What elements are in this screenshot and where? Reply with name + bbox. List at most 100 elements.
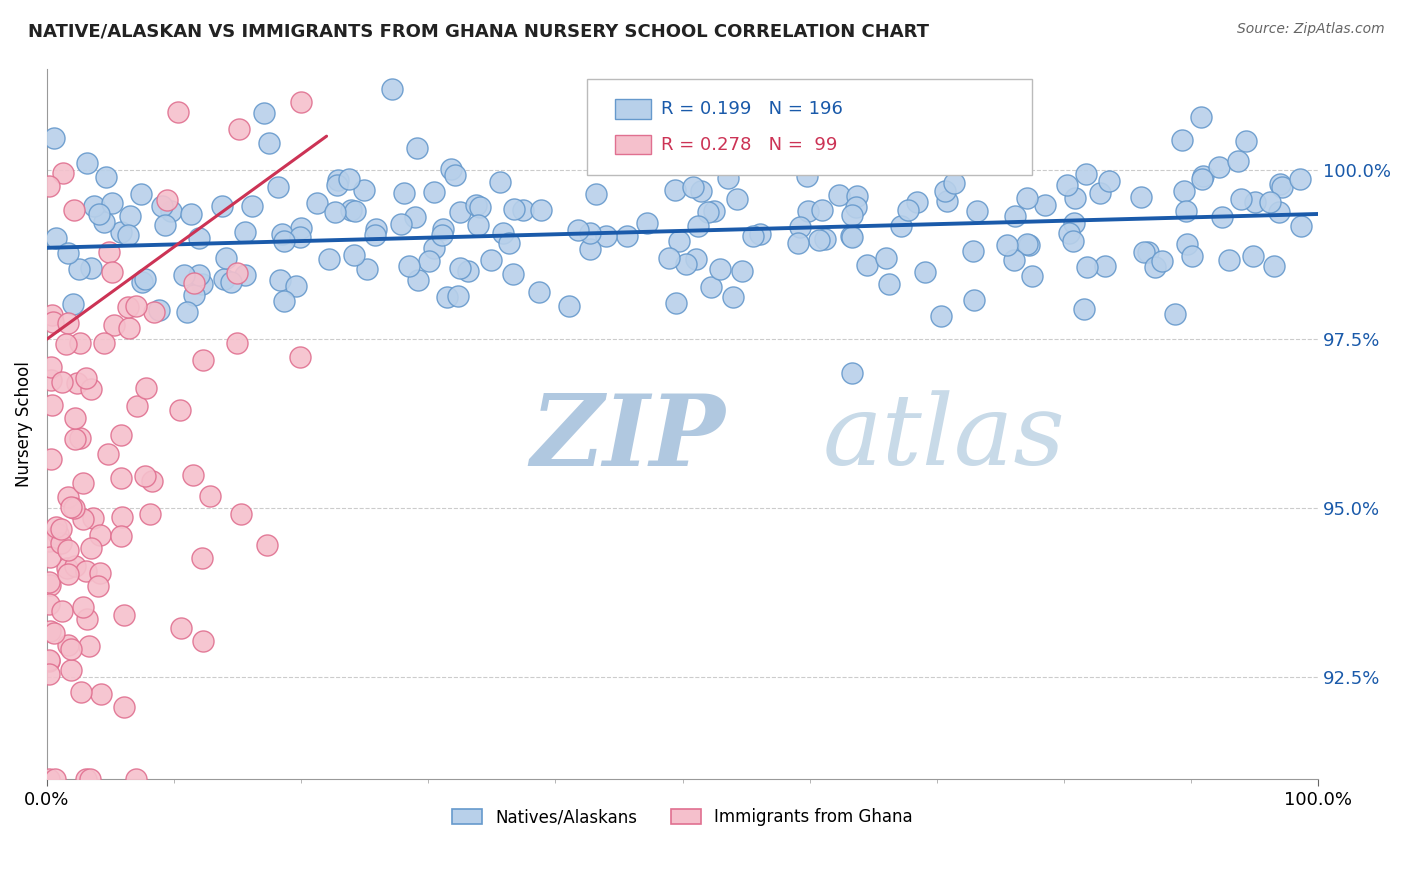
Point xyxy=(1226,154,1249,169)
Point xyxy=(253,106,276,120)
Point xyxy=(1073,301,1095,316)
Point xyxy=(432,222,454,236)
Point xyxy=(1189,110,1212,124)
Point xyxy=(934,185,956,199)
Point xyxy=(39,374,62,388)
Point xyxy=(1057,226,1080,240)
Point xyxy=(110,225,132,239)
Point xyxy=(59,642,82,657)
Point xyxy=(63,500,86,515)
Point xyxy=(470,200,492,214)
Point xyxy=(814,232,837,246)
Point xyxy=(1090,186,1112,200)
Point xyxy=(841,366,863,380)
Point xyxy=(131,275,153,289)
Point xyxy=(150,199,173,213)
Point xyxy=(1173,184,1195,198)
Point xyxy=(1017,237,1039,252)
Point xyxy=(191,550,214,565)
Point xyxy=(226,266,249,280)
Point xyxy=(76,612,98,626)
Point xyxy=(305,196,328,211)
Point xyxy=(1192,169,1215,184)
Point xyxy=(101,265,124,279)
Point xyxy=(929,310,952,324)
Point xyxy=(810,203,832,218)
Point xyxy=(326,173,349,187)
Point xyxy=(1076,260,1098,274)
Point xyxy=(1208,160,1230,174)
Point xyxy=(686,219,709,233)
Point xyxy=(191,633,214,648)
Point xyxy=(233,225,256,239)
Point xyxy=(148,303,170,318)
Point xyxy=(183,276,205,290)
Point xyxy=(180,207,202,221)
Point xyxy=(443,168,465,182)
Point xyxy=(808,233,831,247)
Point xyxy=(1133,245,1156,260)
Point xyxy=(49,522,72,536)
Point xyxy=(63,410,86,425)
Point xyxy=(697,205,720,219)
Point xyxy=(87,579,110,593)
Point xyxy=(1094,259,1116,273)
Point xyxy=(125,299,148,313)
Point xyxy=(166,105,188,120)
Point xyxy=(101,196,124,211)
Point xyxy=(1164,307,1187,321)
Point xyxy=(1241,249,1264,263)
Point xyxy=(125,772,148,786)
FancyBboxPatch shape xyxy=(588,79,1032,175)
Point xyxy=(79,260,101,275)
Point xyxy=(685,252,707,266)
Point xyxy=(38,574,60,589)
Point xyxy=(139,508,162,522)
Point xyxy=(567,223,589,237)
Point xyxy=(512,203,534,218)
Point xyxy=(72,600,94,615)
Point xyxy=(42,131,65,145)
Point xyxy=(38,667,60,681)
Point xyxy=(905,195,928,210)
Point xyxy=(1244,194,1267,209)
Point xyxy=(1015,191,1038,205)
Point xyxy=(682,180,704,194)
Point xyxy=(110,427,132,442)
Point xyxy=(63,432,86,446)
Point xyxy=(503,202,526,217)
Point xyxy=(41,309,63,323)
Point xyxy=(1211,210,1233,224)
Point xyxy=(423,241,446,255)
Point xyxy=(721,290,744,304)
Point xyxy=(219,275,242,289)
Point xyxy=(45,520,67,534)
Point xyxy=(89,527,111,541)
Point xyxy=(69,336,91,351)
Point xyxy=(1263,259,1285,273)
Point xyxy=(273,293,295,308)
Point xyxy=(290,95,312,110)
Point xyxy=(1170,133,1192,147)
Point xyxy=(75,772,97,786)
Point xyxy=(39,578,62,592)
Point xyxy=(1098,174,1121,188)
Point xyxy=(1177,237,1199,252)
Point xyxy=(118,209,141,223)
Point xyxy=(942,177,965,191)
FancyBboxPatch shape xyxy=(616,99,651,119)
Point xyxy=(56,639,79,653)
Point xyxy=(90,687,112,701)
Point xyxy=(449,260,471,275)
Point xyxy=(839,229,862,244)
Point xyxy=(1033,198,1056,212)
Point xyxy=(80,382,103,396)
Point xyxy=(579,226,602,240)
Point xyxy=(1291,219,1313,233)
Point xyxy=(58,566,80,581)
Point xyxy=(353,184,375,198)
Point xyxy=(343,248,366,262)
Point xyxy=(38,597,60,611)
Point xyxy=(59,500,82,515)
Point xyxy=(1056,178,1078,192)
